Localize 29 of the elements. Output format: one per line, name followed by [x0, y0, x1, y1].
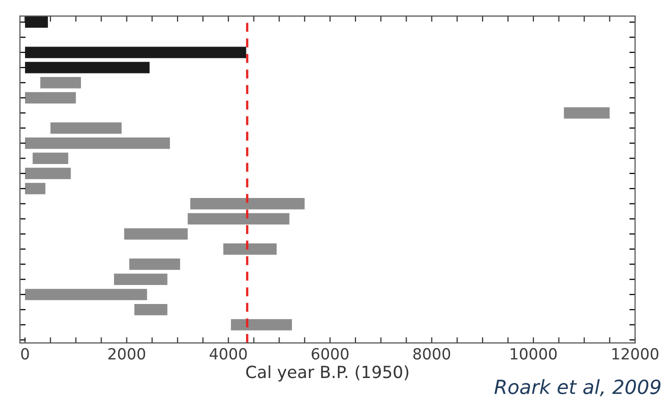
x-tick-label: 2000 [108, 348, 146, 360]
bar [50, 122, 122, 134]
bar [25, 168, 71, 180]
x-tick-label: 12000 [612, 348, 658, 360]
bar [25, 92, 76, 104]
bar [25, 138, 170, 149]
bar [114, 274, 168, 286]
bar [190, 198, 305, 210]
bar [25, 288, 148, 300]
x-tick-label: 8000 [413, 348, 450, 360]
bar [32, 152, 68, 164]
x-tick-label: 10000 [510, 348, 557, 360]
bar [25, 16, 48, 28]
bar [230, 319, 292, 330]
bar [124, 228, 188, 240]
x-axis-title: Cal year B.P. (1950) [246, 365, 408, 382]
bar [223, 243, 277, 255]
x-tick-label: 4000 [210, 348, 247, 360]
bar [25, 182, 46, 194]
bar [564, 107, 610, 119]
bar [40, 76, 81, 88]
x-tick-label: 6000 [312, 348, 348, 360]
bar [188, 213, 290, 225]
bar [25, 46, 246, 58]
text: Roark et al, 2009 [494, 379, 660, 396]
bar [129, 258, 180, 270]
x-tick-label: 0 [21, 348, 29, 360]
bar [134, 304, 168, 316]
bar [25, 62, 150, 74]
